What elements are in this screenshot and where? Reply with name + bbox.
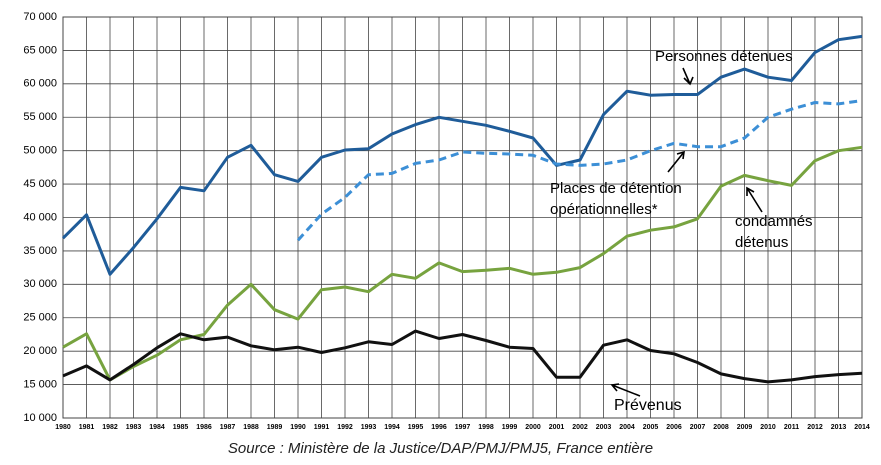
x-tick-label: 2014 bbox=[854, 424, 870, 431]
x-tick-label: 1989 bbox=[267, 424, 283, 431]
x-tick-label: 1982 bbox=[102, 424, 118, 431]
y-tick-label: 20 000 bbox=[23, 345, 57, 357]
series-line bbox=[296, 99, 863, 242]
x-tick-label: 2007 bbox=[690, 424, 706, 431]
series-line bbox=[61, 34, 863, 276]
y-tick-label: 25 000 bbox=[23, 312, 57, 324]
x-tick-label: 2008 bbox=[713, 424, 729, 431]
series-label: Prévenus bbox=[614, 397, 682, 414]
x-tick-label: 1994 bbox=[384, 424, 400, 431]
x-tick-label: 2010 bbox=[760, 424, 776, 431]
x-tick-label: 2001 bbox=[549, 424, 565, 431]
x-tick-label: 2013 bbox=[831, 424, 847, 431]
y-tick-label: 35 000 bbox=[23, 245, 57, 257]
x-tick-label: 2006 bbox=[666, 424, 682, 431]
x-tick-label: 1985 bbox=[173, 424, 189, 431]
x-tick-label: 1991 bbox=[314, 424, 330, 431]
arrow bbox=[610, 383, 641, 397]
x-tick-label: 1997 bbox=[455, 424, 471, 431]
x-tick-label: 1996 bbox=[431, 424, 447, 431]
y-tick-label: 30 000 bbox=[23, 278, 57, 290]
x-tick-label: 2011 bbox=[784, 424, 799, 431]
series-label: condamnés détenus bbox=[735, 213, 813, 251]
x-tick-label: 1981 bbox=[79, 424, 95, 431]
y-tick-label: 15 000 bbox=[23, 378, 57, 390]
x-tick-label: 1995 bbox=[408, 424, 424, 431]
x-tick-label: 2003 bbox=[596, 424, 612, 431]
x-tick-label: 2004 bbox=[619, 424, 635, 431]
x-tick-label: 1993 bbox=[361, 424, 377, 431]
annotation-arrows bbox=[610, 67, 763, 397]
x-tick-label: 1992 bbox=[337, 424, 353, 431]
x-tick-label: 1983 bbox=[126, 424, 142, 431]
arrow bbox=[667, 150, 685, 173]
x-tick-label: 2000 bbox=[525, 424, 541, 431]
x-tick-label: 1988 bbox=[243, 424, 259, 431]
arrow bbox=[746, 186, 763, 213]
y-tick-label: 65 000 bbox=[23, 44, 57, 56]
y-tick-label: 45 000 bbox=[23, 178, 57, 190]
x-tick-label: 1998 bbox=[478, 424, 494, 431]
y-tick-label: 60 000 bbox=[23, 78, 57, 90]
y-tick-label: 50 000 bbox=[23, 145, 57, 157]
plot-border bbox=[62, 16, 863, 419]
x-tick-label: 1984 bbox=[149, 424, 165, 431]
series-label: Personnes détenues bbox=[655, 48, 793, 65]
series-line bbox=[62, 329, 863, 384]
x-tick-label: 1999 bbox=[502, 424, 518, 431]
x-tick-label: 1986 bbox=[196, 424, 212, 431]
x-tick-label: 2005 bbox=[643, 424, 659, 431]
arrow bbox=[682, 67, 694, 86]
series-label: Places de détention opérationnelles* bbox=[550, 180, 682, 218]
x-tick-label: 1990 bbox=[290, 424, 306, 431]
source-note: Source : Ministère de la Justice/DAP/PMJ… bbox=[227, 440, 654, 457]
x-tick-label: 1987 bbox=[220, 424, 236, 431]
y-tick-label: 70 000 bbox=[23, 11, 57, 23]
y-tick-label: 55 000 bbox=[23, 111, 57, 123]
y-tick-label: 40 000 bbox=[23, 211, 57, 223]
y-tick-label: 10 000 bbox=[23, 412, 57, 424]
x-tick-label: 2002 bbox=[572, 424, 588, 431]
x-tick-label: 2012 bbox=[807, 424, 823, 431]
x-tick-label: 1980 bbox=[55, 424, 71, 431]
x-tick-label: 2009 bbox=[737, 424, 753, 431]
